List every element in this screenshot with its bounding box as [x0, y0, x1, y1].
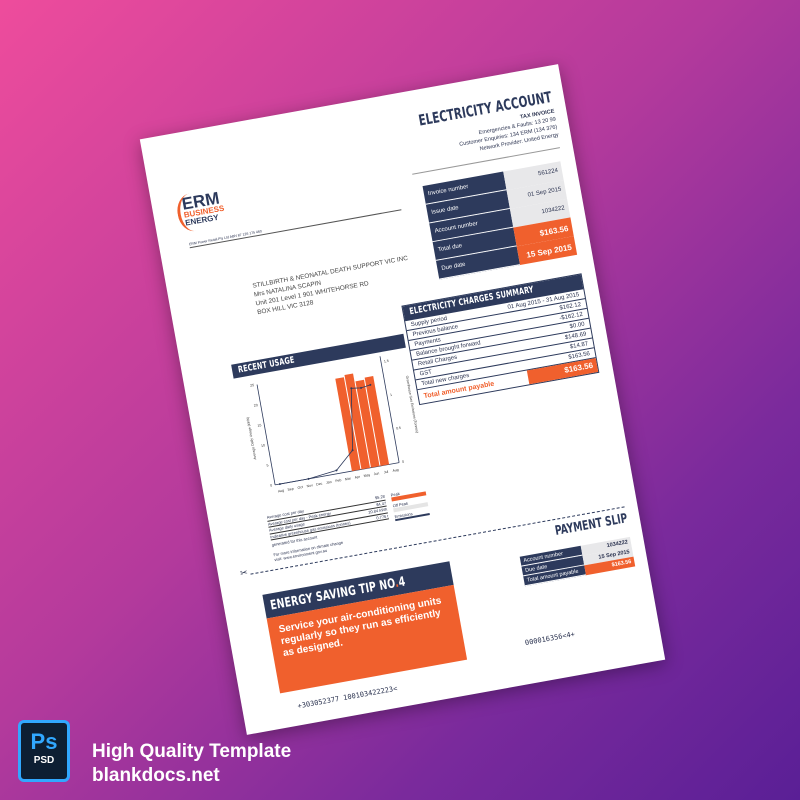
- x-tick-label: May: [363, 473, 370, 478]
- y2-tick-label: 1: [390, 393, 393, 397]
- x-tick-label: Jul: [383, 470, 388, 475]
- x-tick-label: Dec: [316, 482, 323, 487]
- y2-tick-label: 0: [402, 460, 405, 464]
- usage-bar: [355, 379, 380, 468]
- payment-slip-title: PAYMENT SLIP: [554, 511, 629, 539]
- x-tick-label: Apr: [354, 475, 361, 480]
- x-tick-label: Aug: [392, 468, 399, 473]
- x-tick-label: Oct: [297, 485, 303, 490]
- y-axis-label: Average Daily Usage (kWh): [246, 417, 258, 460]
- y-tick-label: 15: [257, 423, 262, 428]
- emissions-point: [350, 387, 353, 390]
- x-tick-label: Feb: [335, 478, 342, 483]
- y-tick-label: 20: [254, 403, 259, 408]
- usage-bar: [335, 377, 361, 472]
- payment-code: 000016356<4+: [524, 630, 576, 648]
- y-tick-label: 0: [270, 483, 273, 487]
- x-tick-label: Aug: [278, 488, 285, 493]
- branding-text: High Quality Template blankdocs.net: [92, 740, 291, 788]
- emissions-point: [360, 386, 363, 389]
- invoice-document: ELECTRICITY ACCOUNT TAX INVOICE Emergenc…: [139, 64, 666, 735]
- emissions-point: [351, 449, 354, 452]
- usage-bar: [364, 376, 390, 466]
- y-tick-label: 10: [261, 443, 266, 448]
- y2-axis: [379, 356, 400, 463]
- branding-tagline: High Quality Template: [92, 741, 292, 762]
- invoice-details-table: Invoice number 561224 Issue date 01 Sep 201…: [422, 161, 578, 280]
- y2-tick-label: 1.5: [384, 359, 390, 364]
- photoshop-badge: Ps PSD: [18, 720, 70, 782]
- customer-address: STILLBIRTH & NEONATAL DEATH SUPPORT VIC …: [252, 254, 414, 317]
- summary-label: GST: [419, 369, 433, 378]
- y-tick-label: 5: [266, 463, 269, 467]
- chart-legend: Peak Off Peak Emissions: [390, 486, 430, 522]
- x-tick-label: Sep: [287, 487, 294, 492]
- emissions-point: [307, 477, 310, 480]
- charges-summary: ELECTRICITY CHARGES SUMMARY Supply perio…: [401, 273, 600, 406]
- y-axis: [256, 384, 276, 485]
- emissions-point: [369, 383, 372, 386]
- scissors-icon: ✂: [239, 567, 249, 579]
- scan-line: +303052377 100103422223<: [296, 684, 398, 711]
- summary-value: $14.87: [569, 341, 589, 351]
- x-tick-label: Nov: [306, 483, 313, 488]
- energy-tip-box: ENERGY SAVING TIP NO.4 Service your air-…: [262, 561, 468, 694]
- payment-slip-table: Account number 1034222 Due date 15 Sep 2015…: [519, 536, 636, 587]
- branding-site: blankdocs.net: [92, 765, 220, 786]
- summary-value: $0.00: [569, 321, 586, 331]
- usage-bar: [344, 373, 371, 470]
- emissions-point: [335, 469, 338, 472]
- y2-tick-label: 0.5: [396, 426, 402, 431]
- y-tick-label: 25: [250, 383, 255, 388]
- x-tick-label: Mar: [345, 476, 352, 481]
- erm-logo: ERM BUSINESS ENERGY: [174, 188, 227, 234]
- stat-value: 0.776 t: [375, 512, 389, 520]
- x-tick-label: Jun: [373, 471, 379, 476]
- emissions-point: [278, 483, 281, 486]
- x-tick-label: Jan: [326, 480, 332, 485]
